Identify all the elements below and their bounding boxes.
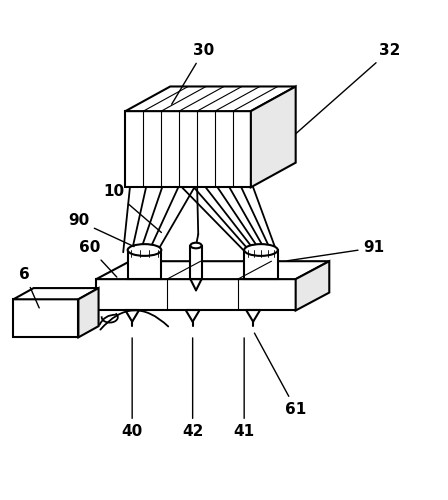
- Ellipse shape: [128, 273, 161, 285]
- Ellipse shape: [244, 273, 278, 285]
- Ellipse shape: [244, 244, 278, 256]
- Text: 60: 60: [79, 240, 117, 277]
- Text: 6: 6: [19, 267, 39, 308]
- Polygon shape: [13, 288, 99, 300]
- Polygon shape: [78, 288, 99, 338]
- Text: 30: 30: [172, 43, 215, 104]
- Bar: [13, 300, 78, 338]
- Ellipse shape: [190, 242, 202, 248]
- Bar: [190, 246, 202, 279]
- Polygon shape: [296, 261, 329, 310]
- Text: 41: 41: [233, 338, 255, 439]
- Bar: [244, 250, 278, 279]
- Bar: [128, 250, 161, 279]
- Bar: [96, 279, 296, 310]
- Text: 32: 32: [296, 43, 401, 134]
- Text: 61: 61: [254, 333, 306, 416]
- Text: 40: 40: [121, 338, 143, 439]
- Ellipse shape: [128, 244, 161, 256]
- Text: 42: 42: [182, 338, 203, 439]
- Polygon shape: [251, 86, 296, 188]
- Polygon shape: [125, 86, 296, 111]
- Text: 90: 90: [68, 214, 134, 246]
- Bar: [125, 111, 251, 188]
- Text: 91: 91: [287, 240, 385, 261]
- Polygon shape: [96, 261, 329, 279]
- Text: 10: 10: [103, 184, 161, 232]
